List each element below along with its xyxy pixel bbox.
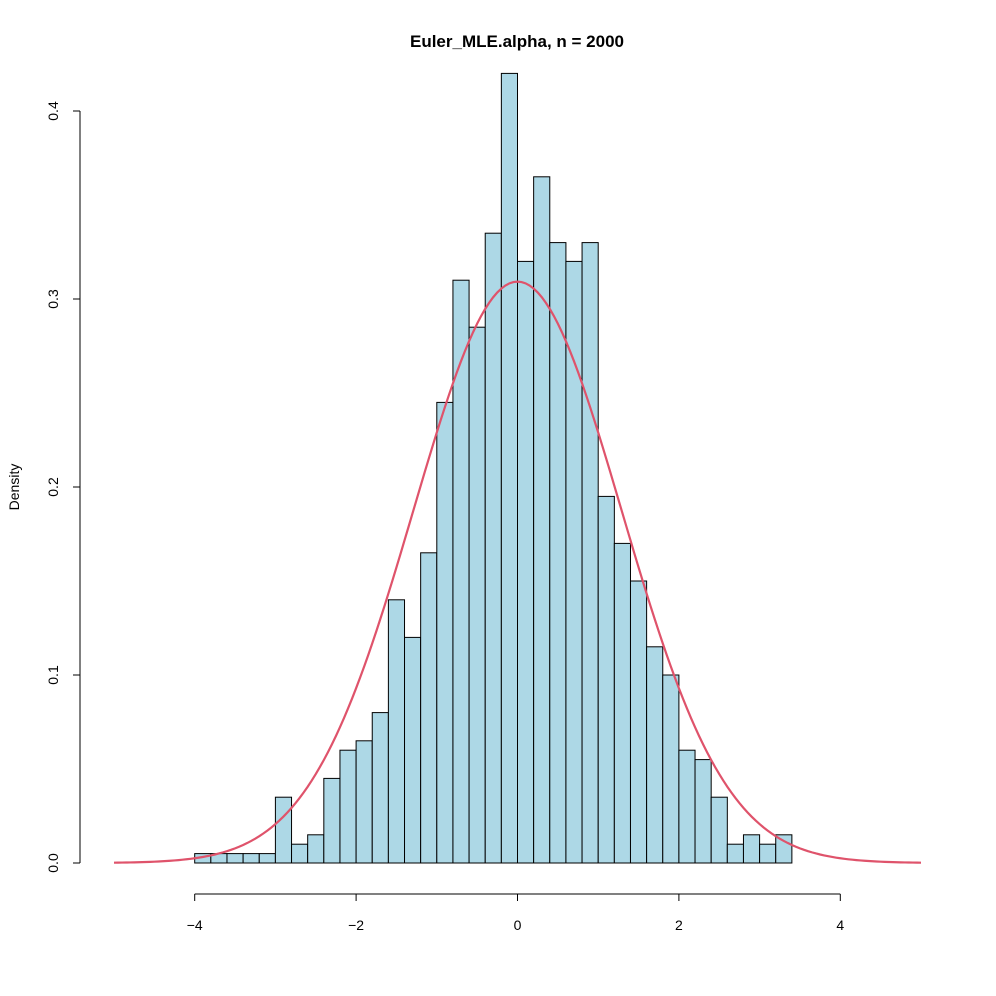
histogram-bar [274,796,293,864]
x-tick-label: 2 [675,917,683,933]
histogram-bar [710,796,728,864]
normal-density-curve [113,280,922,864]
histogram-bar [371,712,389,864]
y-axis-label: Density [6,464,22,511]
histogram-bar [581,242,599,864]
histogram-bar [646,646,664,864]
histogram-bar [694,759,712,864]
histogram-bar [226,853,244,864]
x-tick-label: 0 [514,917,522,933]
histogram-bar [355,740,373,864]
histogram-bar [452,279,470,864]
histogram-bar [775,834,793,864]
histogram-bar [629,580,648,864]
y-tick-label: 0.2 [45,477,61,497]
histogram-bar [597,495,615,864]
histogram-bar [323,777,341,864]
x-tick-label: 4 [836,917,844,933]
histogram-bar [742,834,761,864]
histogram-bars [194,72,793,864]
histogram-bar [468,326,486,864]
histogram-bar [517,260,535,864]
histogram-bar [339,749,357,864]
x-tick-label: −2 [348,917,364,933]
histogram-bar [420,552,438,864]
x-axis: −4 −2 0 2 4 [187,893,844,933]
y-axis: 0.0 0.1 0.2 0.3 0.4 [45,101,81,873]
histogram-bar [662,674,680,864]
histogram-bar [436,401,454,864]
histogram-bar [533,176,551,864]
histogram-bar [678,749,696,864]
histogram-bar [307,834,325,864]
y-tick-label: 0.1 [45,665,61,685]
histogram-bar [726,843,744,864]
x-tick-label: −4 [187,917,203,933]
y-tick-label: 0.0 [45,853,61,873]
histogram-bar [258,853,276,864]
histogram-bar [242,853,260,864]
histogram-bar [613,542,631,864]
histogram-bar [291,843,309,864]
y-tick-label: 0.3 [45,289,61,309]
y-tick-label: 0.4 [45,101,61,121]
chart-title: Euler_MLE.alpha, n = 2000 [410,32,624,51]
histogram-bar [404,636,422,864]
histogram-bar [759,843,777,864]
histogram-bar [387,599,406,864]
histogram-bar [484,232,502,864]
histogram-bar [500,72,518,864]
histogram-bar [565,260,583,864]
